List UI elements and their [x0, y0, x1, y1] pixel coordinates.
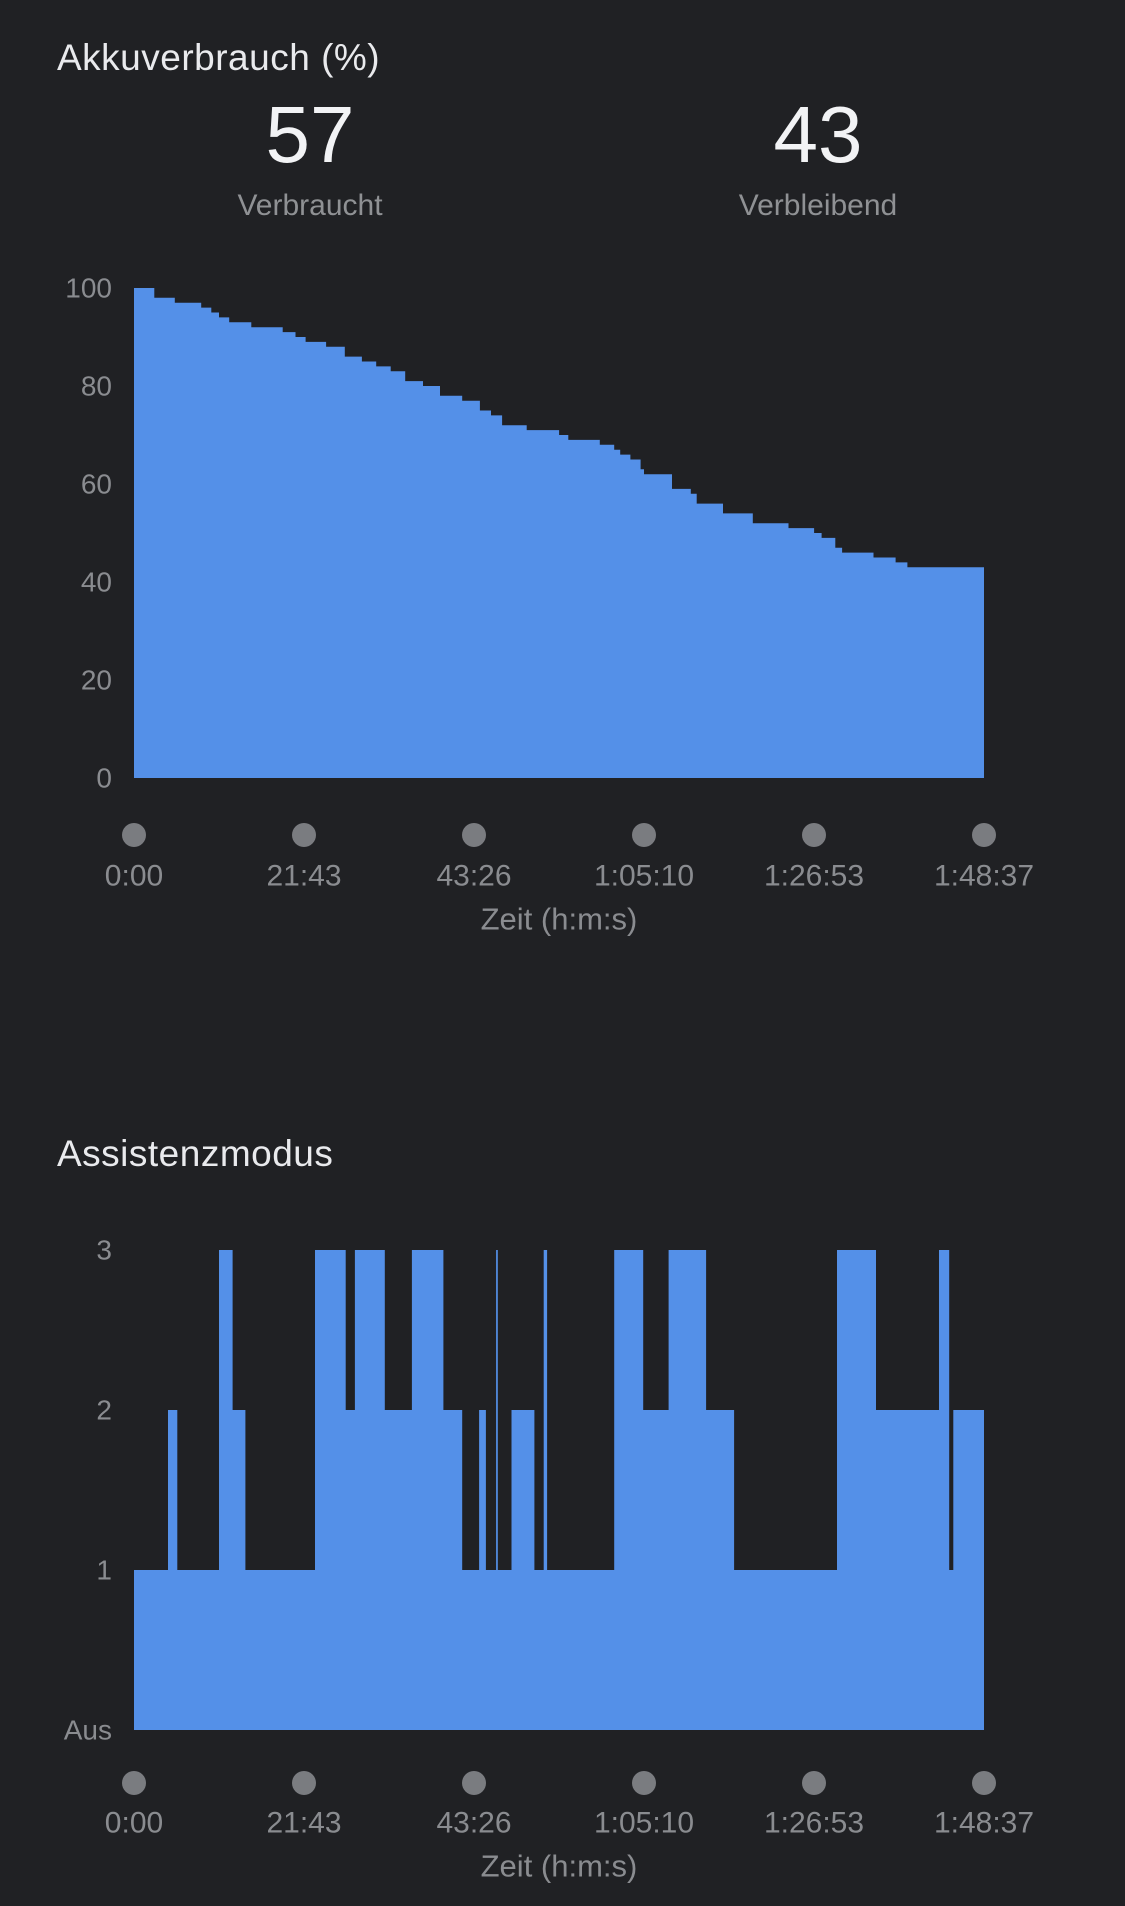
mode-chart-x-tick-dot — [292, 1771, 316, 1795]
battery-chart-x-tick-label: 1:05:10 — [594, 860, 694, 893]
mode-chart-x-axis-label: Zeit (h:m:s) — [481, 1849, 638, 1884]
battery-stats-row: 57 Verbraucht 43 Verbleibend — [0, 95, 1125, 225]
battery-chart-x-tick-dot — [462, 823, 486, 847]
mode-chart-x-tick-label: 1:05:10 — [594, 1807, 694, 1840]
battery-chart-area — [134, 288, 984, 778]
mode-chart-x-tick-dot — [122, 1771, 146, 1795]
battery-chart-x-tick-dot — [292, 823, 316, 847]
battery-chart-x-tick-label: 1:26:53 — [764, 860, 864, 893]
battery-chart-title: Akkuverbrauch (%) — [57, 36, 381, 78]
mode-chart-x-tick-dot — [462, 1771, 486, 1795]
battery-chart-y-tick-label: 100 — [65, 273, 112, 304]
mode-chart-x-tick-label: 21:43 — [266, 1807, 341, 1840]
mode-chart-x-tick-dot — [802, 1771, 826, 1795]
mode-chart-x-tick-dot — [632, 1771, 656, 1795]
mode-chart-x-tick-label: 1:26:53 — [764, 1807, 864, 1840]
stat-remaining-value: 43 — [773, 90, 863, 179]
battery-chart-x-tick-label: 43:26 — [436, 860, 511, 893]
mode-chart-y-tick-label: 3 — [96, 1235, 112, 1266]
mode-chart-y-tick-label: 1 — [96, 1555, 112, 1586]
stat-consumed-label: Verbraucht — [237, 189, 383, 222]
stat-consumed-value: 57 — [265, 90, 355, 179]
mode-chart-x-tick-dot — [972, 1771, 996, 1795]
mode-chart-area — [134, 1250, 984, 1730]
battery-chart-y-tick-label: 60 — [81, 469, 112, 500]
battery-chart-x-tick-label: 21:43 — [266, 860, 341, 893]
mode-chart-x-tick-label: 43:26 — [436, 1807, 511, 1840]
battery-chart-y-tick-label: 40 — [81, 567, 112, 598]
battery-chart-x-tick-dot — [972, 823, 996, 847]
battery-chart-x-tick-dot — [122, 823, 146, 847]
stat-remaining-label: Verbleibend — [738, 189, 898, 222]
mode-chart-y-tick-label: 2 — [96, 1395, 112, 1426]
mode-chart-title: Assistenzmodus — [57, 1132, 334, 1174]
mode-chart-x-tick-label: 0:00 — [105, 1807, 163, 1840]
battery-chart-y-tick-label: 20 — [81, 665, 112, 696]
mode-chart-x-tick-label: 1:48:37 — [934, 1807, 1034, 1840]
battery-chart-x-tick-label: 0:00 — [105, 860, 163, 893]
battery-chart-y-tick-label: 0 — [96, 763, 112, 794]
battery-chart-x-axis-label: Zeit (h:m:s) — [481, 902, 638, 937]
battery-chart-x-tick-label: 1:48:37 — [934, 860, 1034, 893]
stat-remaining: 43 Verbleibend — [608, 95, 1028, 223]
mode-chart-y-tick-label: Aus — [64, 1715, 112, 1746]
battery-chart-y-tick-label: 80 — [81, 371, 112, 402]
battery-chart-x-tick-dot — [802, 823, 826, 847]
stat-consumed: 57 Verbraucht — [100, 95, 520, 223]
battery-chart-x-tick-dot — [632, 823, 656, 847]
